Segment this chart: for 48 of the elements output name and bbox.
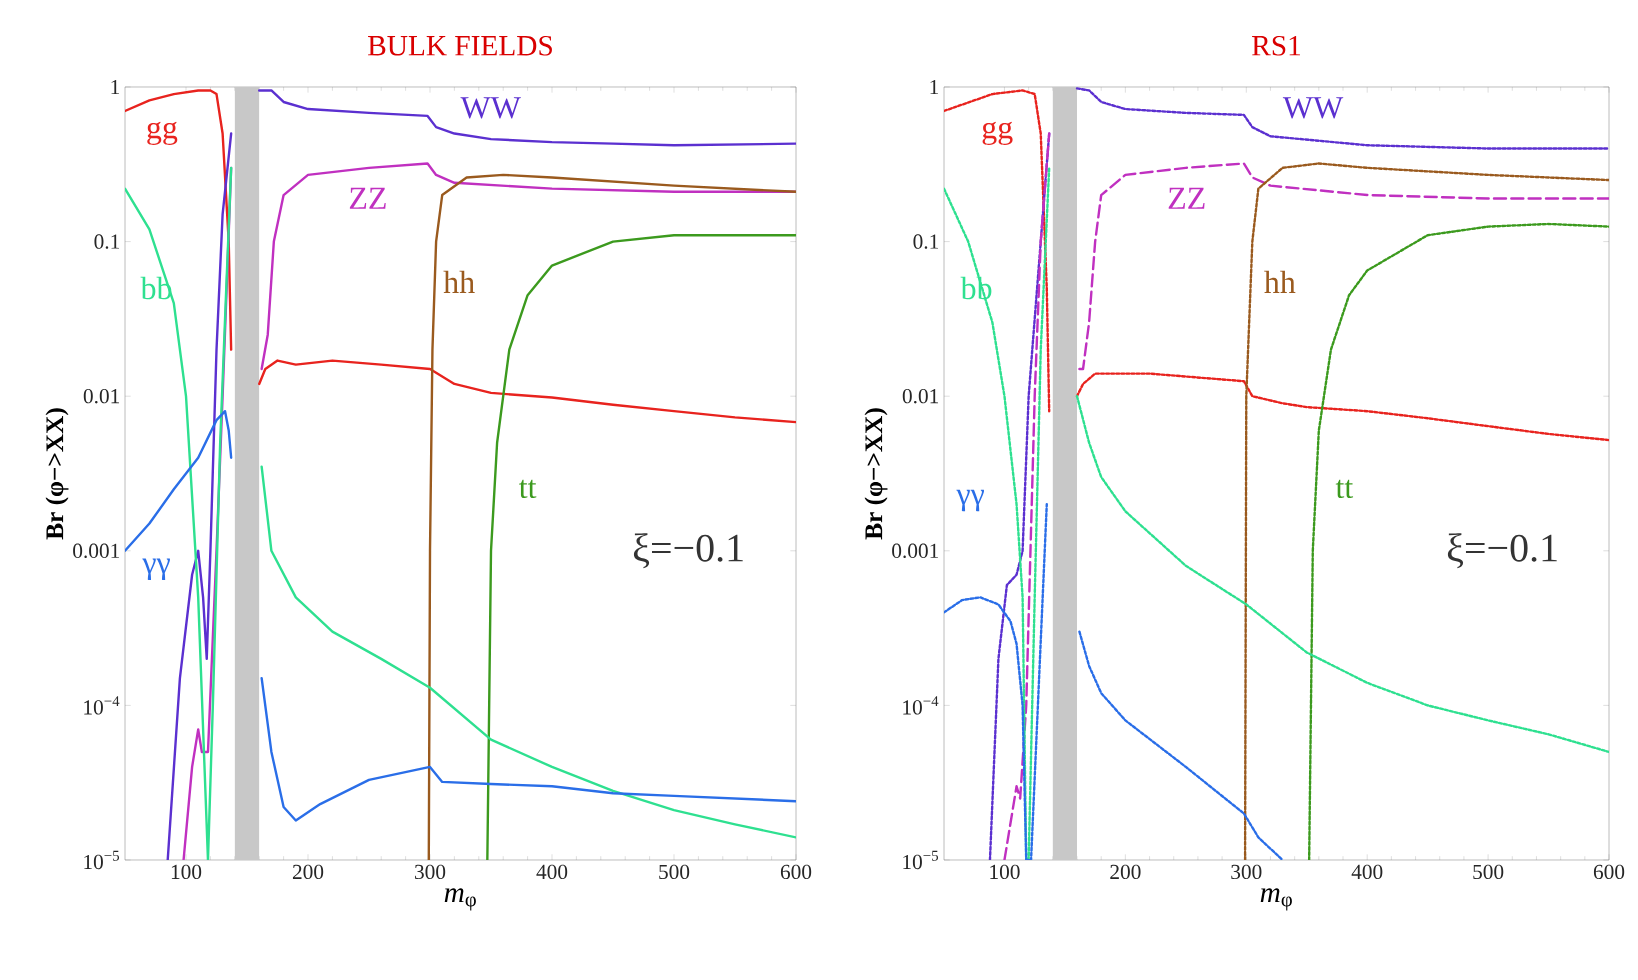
y-axis-title: Br (φ−>XX) [45,408,69,540]
series-label: γγ [142,558,170,581]
x-axis-title: m$_{φ}$ [444,888,476,911]
y-tick-label: 0.001 [892,543,939,559]
y-axis-title: Br (φ−>XX) [864,408,888,540]
series-label: gg [982,121,1013,146]
series-label: WW [1282,97,1344,119]
series-label: gg [147,121,178,146]
line-series [1307,222,1610,860]
x-tick-label: 300 [1231,864,1262,880]
annotation: ξ=−0.1 [633,533,743,569]
y-tick-label: 0.01 [902,388,939,404]
annotation: ξ=−0.1 [1447,533,1557,569]
line-series [1243,162,1610,860]
y-tick-label: 0.1 [94,234,120,249]
chart-title: BULK FIELDS [368,35,552,56]
x-tick-label: 500 [659,864,690,880]
series-label: WW [460,97,521,119]
x-tick-label: 600 [1593,864,1625,880]
series-label: hh [1264,270,1296,293]
series-label: γγ [956,489,985,512]
y-tick-label: 10$^{−4}$ [903,696,939,715]
x-tick-label: 100 [990,864,1020,880]
x-tick-label: 100 [171,864,202,880]
series-label: ZZ [1168,187,1205,209]
y-tick-label: 10$^{−4}$ [84,696,120,715]
line-series [486,234,797,860]
series-label: ZZ [349,187,386,209]
x-tick-label: 200 [1110,864,1141,880]
chart-title: RS1 [1252,35,1301,56]
y-tick-label: 0.1 [913,234,939,249]
series-label: tt [519,479,537,499]
y-tick-label: 0.01 [83,388,120,404]
y-tick-label: 0.001 [73,543,120,559]
x-axis-title: m$_{φ}$ [1260,888,1292,911]
y-tick-label: 10$^{−5}$ [84,850,120,870]
x-tick-label: 400 [536,864,568,880]
x-tick-label: 400 [1351,864,1383,880]
x-tick-label: 500 [1473,864,1504,880]
series-label: hh [443,270,475,293]
series-label: tt [1335,479,1354,499]
line-series [427,173,797,860]
x-tick-label: 600 [780,864,812,880]
x-tick-label: 300 [415,864,446,880]
y-tick-label: 1 [111,79,120,95]
y-tick-label: 1 [930,79,939,95]
y-tick-label: 10$^{−5}$ [903,850,939,870]
x-tick-label: 200 [292,864,324,880]
